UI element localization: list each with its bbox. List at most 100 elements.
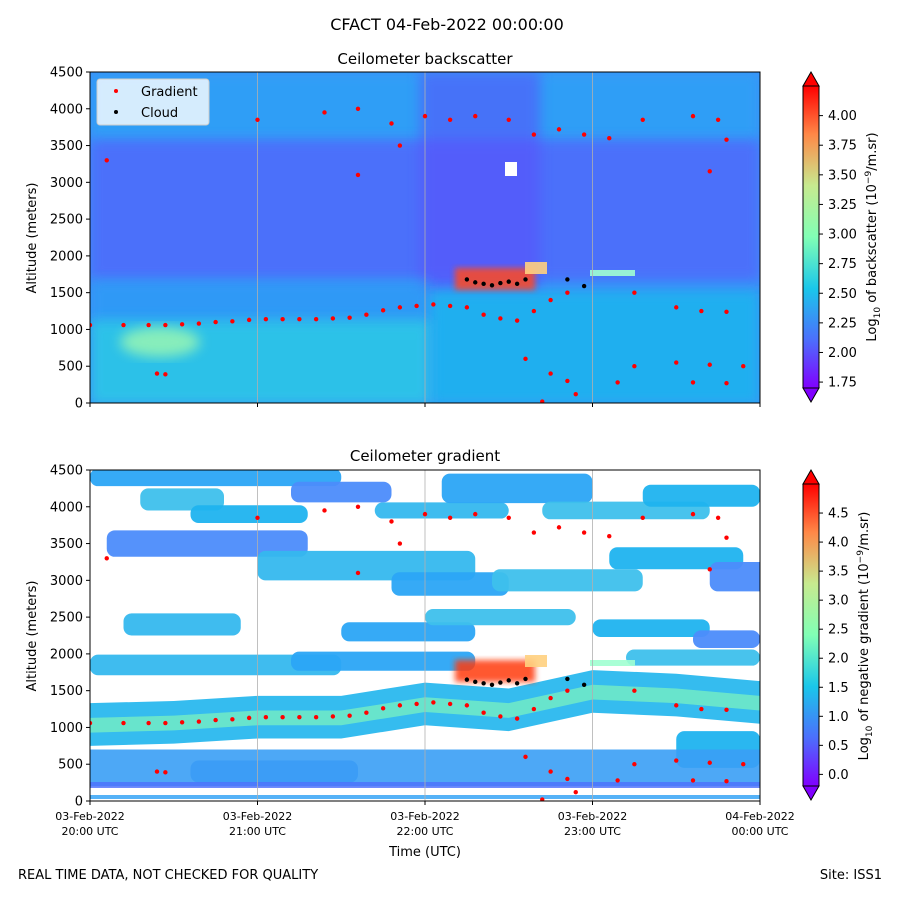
gradient-point <box>565 290 570 295</box>
site-label: Site: ISS1 <box>819 868 882 883</box>
colorbar-tick-label: 2.25 <box>828 316 857 331</box>
colorbar-tick-label: 1.0 <box>828 710 849 725</box>
gradient-point <box>615 380 620 385</box>
gradient-point <box>498 316 503 321</box>
gradient-point <box>389 519 394 524</box>
x-tick-date: 03-Feb-2022 <box>558 810 627 823</box>
gradient-patch <box>391 572 509 596</box>
gradient-point <box>674 703 679 708</box>
legend: Gradient Cloud <box>96 78 210 126</box>
gradient-point <box>447 701 453 707</box>
x-tick-date: 03-Feb-2022 <box>223 810 292 823</box>
gradient-point <box>330 316 336 321</box>
gradient-point <box>481 312 486 317</box>
gradient-point <box>380 308 386 313</box>
y-tick-label: 3500 <box>50 537 83 552</box>
gradient-point <box>414 303 419 309</box>
gradient-point <box>581 132 587 137</box>
gradient-point <box>389 121 394 126</box>
gradient-point <box>380 706 386 711</box>
gradient-point <box>715 515 721 521</box>
legend-box <box>96 78 210 126</box>
gradient-point <box>431 302 436 307</box>
gradient-point <box>565 378 570 384</box>
y-tick-label: 1000 <box>50 721 83 736</box>
gradient-point <box>674 758 679 763</box>
gradient-point <box>540 399 545 403</box>
cloud-point <box>473 280 478 285</box>
colorbar-tick-label: 3.00 <box>828 228 857 243</box>
gradient-point <box>397 305 403 310</box>
gradient-point <box>699 308 704 314</box>
gradient-point <box>263 714 269 720</box>
cloud-point <box>514 681 520 686</box>
gradient-point <box>481 710 486 715</box>
gradient-point <box>724 309 729 314</box>
y-tick-label: 3000 <box>50 574 83 589</box>
gradient-point <box>699 706 704 712</box>
gradient-point <box>548 297 553 303</box>
gradient-point <box>565 688 570 693</box>
gradient-point <box>230 717 235 722</box>
gradient-xlabel: Time (UTC) <box>388 845 461 860</box>
y-tick-label: 4500 <box>50 464 83 479</box>
gradient-point <box>607 534 612 539</box>
gradient-point <box>724 137 729 142</box>
cloud-point <box>565 277 570 282</box>
cloud-point <box>498 680 503 685</box>
gradient-point <box>347 713 352 718</box>
gradient-point <box>322 110 327 115</box>
gradient-patch <box>90 654 342 676</box>
cloud-point <box>481 281 486 287</box>
gradient-point <box>330 714 336 719</box>
gradient-point <box>556 127 562 132</box>
cloud-point <box>481 681 486 686</box>
gradient-panel: Ceilometer gradient 0 500 1000 1500 2000 2500… <box>25 447 875 860</box>
gradient-point <box>615 778 620 783</box>
colorbar2-gradient <box>802 483 820 787</box>
y-tick-label: 500 <box>58 758 83 773</box>
gradient-patch <box>140 488 224 511</box>
gradient-point <box>246 715 252 721</box>
y-tick-label: 3000 <box>50 176 83 191</box>
gradient-point <box>741 364 746 369</box>
y-tick-label: 2500 <box>50 611 83 626</box>
x-tick-time: 20:00 UTC <box>61 825 118 838</box>
gradient-point <box>163 322 168 328</box>
colorbar-tick-label: 0.5 <box>828 739 849 754</box>
y-tick-label: 0 <box>75 795 83 810</box>
x-tick-date: 04-Feb-2022 <box>725 810 794 823</box>
gradient-point <box>447 303 453 309</box>
backscatter-ylabel: Altitude (meters) <box>25 183 40 294</box>
gradient-patch <box>123 613 241 636</box>
gradient-point <box>121 720 126 726</box>
y-tick-label: 4000 <box>50 102 83 117</box>
gradient-point <box>196 321 202 326</box>
gradient-point <box>741 762 746 767</box>
gradient-point <box>707 567 712 572</box>
cloud-point <box>581 682 587 687</box>
gradient-point <box>523 754 528 760</box>
x-tick-date: 03-Feb-2022 <box>55 810 124 823</box>
cloud-point <box>489 283 495 288</box>
colorbar1-extend-bottom <box>802 387 820 404</box>
gradient-point <box>154 371 160 376</box>
gradient-point <box>548 371 553 376</box>
gradient-point <box>355 504 361 509</box>
cloud-point <box>581 283 587 289</box>
gradient-point <box>548 769 553 774</box>
gradient-point <box>163 372 168 377</box>
colorbar-tick-label: 2.0 <box>828 652 849 667</box>
gradient-patch <box>291 481 392 503</box>
gradient-gradient-points <box>90 504 746 801</box>
gradient-patch <box>709 561 760 592</box>
gradient-point <box>531 530 537 535</box>
colorbar-tick-label: 3.0 <box>828 594 849 609</box>
backscatter-colorbar: 1.75 2.00 2.25 2.50 2.75 3.00 3.25 3.50 3.75 4.00… <box>802 70 883 404</box>
gradient-point <box>431 700 436 705</box>
cloud-point <box>506 279 511 284</box>
gradient-point <box>90 720 93 726</box>
backscatter-cloud-points <box>464 277 587 289</box>
gradient-point <box>464 703 470 708</box>
